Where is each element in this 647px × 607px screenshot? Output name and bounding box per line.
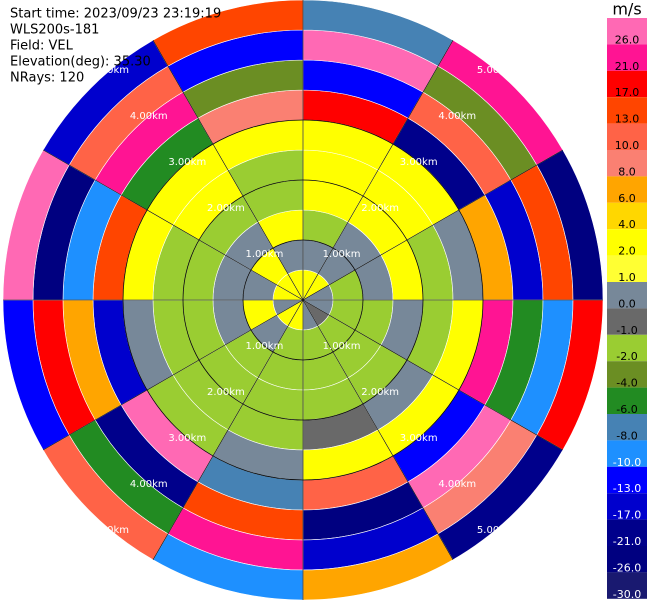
ring-label: 3.00km bbox=[400, 157, 438, 168]
colorbar-tick-label: 10.0 bbox=[615, 139, 640, 152]
ring-label: 1.00km bbox=[246, 341, 284, 352]
ring-label: 5.00km bbox=[91, 525, 129, 536]
colorbar-box bbox=[607, 123, 647, 150]
colorbar-tick-label: -26.0 bbox=[613, 561, 641, 574]
colorbar-tick-label: 2.0 bbox=[618, 245, 636, 258]
colorbar-tick-label: 6.0 bbox=[618, 192, 636, 205]
colorbar-box bbox=[607, 440, 647, 467]
colorbar-tick-label: 13.0 bbox=[615, 113, 640, 126]
colorbar-box bbox=[607, 282, 647, 309]
ring-label: 2.00km bbox=[207, 387, 245, 398]
header-line: WLS200s-181 bbox=[10, 23, 99, 38]
colorbar-tick-label: -30.0 bbox=[613, 588, 641, 601]
colorbar-box bbox=[607, 361, 647, 388]
colorbar-tick-label: -8.0 bbox=[616, 429, 637, 442]
spoke bbox=[302, 299, 454, 560]
ring-label: 1.00km bbox=[246, 249, 284, 260]
spoke bbox=[302, 149, 563, 301]
colorbar-tick-label: -2.0 bbox=[616, 350, 637, 363]
ring-label: 5.00km bbox=[477, 525, 515, 536]
colorbar-box bbox=[607, 202, 647, 230]
ring-label: 2.00km bbox=[361, 387, 399, 398]
spoke bbox=[43, 299, 304, 451]
ring-label: 2.00km bbox=[207, 203, 245, 214]
colorbar-tick-label: 17.0 bbox=[615, 86, 640, 99]
colorbar-box bbox=[607, 334, 647, 362]
ring-label: 4.00km bbox=[438, 111, 476, 122]
colorbar-box bbox=[607, 70, 647, 98]
colorbar-tick-label: -1.0 bbox=[616, 324, 637, 337]
colorbar-box bbox=[607, 97, 647, 124]
ring-label: 3.00km bbox=[168, 433, 206, 444]
cell bbox=[152, 0, 304, 67]
colorbar-tick-label: 0.0 bbox=[618, 297, 636, 310]
colorbar-tick-label: -13.0 bbox=[613, 482, 641, 495]
colorbar-box bbox=[607, 466, 647, 494]
header-line: NRays: 120 bbox=[10, 71, 84, 86]
ring-label: 4.00km bbox=[438, 479, 476, 490]
header-line: Field: VEL bbox=[10, 39, 74, 54]
colorbar-box bbox=[607, 18, 647, 45]
colorbar-tick-label: -6.0 bbox=[616, 403, 637, 416]
ring-label: 4.00km bbox=[130, 479, 168, 490]
colorbar-tick-label: -4.0 bbox=[616, 377, 637, 390]
ring-label: 1.00km bbox=[323, 249, 361, 260]
header-line: Elevation(deg): 35.30 bbox=[10, 55, 151, 70]
spoke bbox=[152, 299, 304, 560]
colorbar-tick-label: 8.0 bbox=[618, 165, 636, 178]
ring-label: 3.00km bbox=[168, 157, 206, 168]
header-line: Start time: 2023/09/23 23:19:19 bbox=[10, 7, 221, 22]
colorbar-box bbox=[607, 229, 647, 256]
spoke bbox=[43, 149, 304, 301]
colorbar-box bbox=[607, 546, 647, 573]
colorbar-box bbox=[607, 519, 647, 546]
colorbar-tick-label: -21.0 bbox=[613, 535, 641, 548]
colorbar-box bbox=[607, 255, 647, 282]
colorbar-box bbox=[607, 44, 647, 71]
colorbar-tick-label: 26.0 bbox=[615, 33, 640, 46]
header: Start time: 2023/09/23 23:19:19WLS200s-1… bbox=[10, 7, 221, 86]
colorbar-tick-label: 4.0 bbox=[618, 218, 636, 231]
ring-label: 2.00km bbox=[361, 203, 399, 214]
spoke bbox=[152, 40, 304, 301]
colorbar-tick-label: 1.0 bbox=[618, 271, 636, 284]
colorbar-tick-label: 21.0 bbox=[615, 60, 640, 73]
ring-label: 5.00km bbox=[477, 65, 515, 76]
colorbar-tick-label: -17.0 bbox=[613, 509, 641, 522]
ring-label: 3.00km bbox=[400, 433, 438, 444]
colorbar-label: m/s bbox=[612, 0, 641, 19]
colorbar-box bbox=[607, 572, 647, 599]
spoke bbox=[302, 40, 454, 301]
colorbar: m/s 26.0 21.0 17.0 13.0 10.0 8.0 6.0 4.0 2.0 1.0 0.… bbox=[607, 0, 647, 601]
colorbar-box bbox=[607, 150, 647, 177]
ring-label: 5.00km bbox=[91, 65, 129, 76]
overlay: 1.00km 1.00km 1.00km 1.00km 2.00km 2.00km 2.00… bbox=[3, 0, 603, 600]
field bbox=[2, 0, 604, 601]
colorbar-box bbox=[607, 414, 647, 441]
ring-label: 4.00km bbox=[130, 111, 168, 122]
colorbar-box bbox=[607, 387, 647, 414]
colorbar-box bbox=[607, 308, 647, 335]
colorbar-box bbox=[607, 493, 647, 520]
colorbar-tick-label: -10.0 bbox=[613, 456, 641, 469]
spoke bbox=[302, 299, 563, 451]
colorbar-box bbox=[607, 176, 647, 203]
ring-label: 1.00km bbox=[323, 341, 361, 352]
